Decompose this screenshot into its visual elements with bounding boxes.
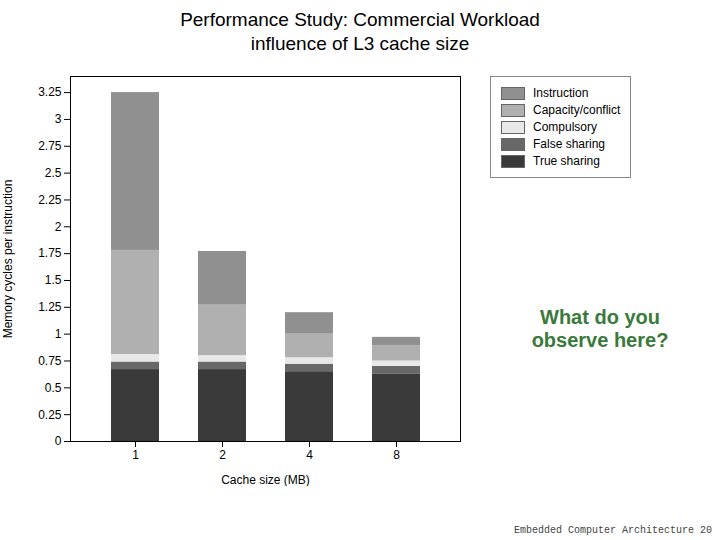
- svg-text:2.25: 2.25: [38, 193, 62, 207]
- svg-text:0.25: 0.25: [38, 408, 62, 422]
- svg-text:0.5: 0.5: [45, 381, 62, 395]
- html-text:Instruction: Instruction: [533, 86, 589, 100]
- svg-text:1: 1: [55, 327, 62, 341]
- html-text:False sharing: False sharing: [533, 137, 605, 151]
- svg-text:3.25: 3.25: [38, 85, 62, 99]
- html-text:Embedded Computer Architecture: Embedded Computer Architecture 20: [514, 525, 712, 536]
- html-text:True sharing: True sharing: [533, 154, 600, 168]
- html-text:What do you observe here?: What do you observe here?: [531, 306, 669, 351]
- svg-text:Memory cycles per instruction: Memory cycles per instruction: [1, 180, 15, 339]
- html-text:Performance Study: Commercial: Performance Study: Commercial Workload: [180, 9, 540, 30]
- svg-text:0: 0: [55, 434, 62, 448]
- svg-text:1.75: 1.75: [38, 246, 62, 260]
- svg-text:1.5: 1.5: [45, 273, 62, 287]
- svg-text:4: 4: [306, 448, 313, 462]
- svg-text:1: 1: [132, 448, 139, 462]
- svg-text:3: 3: [55, 112, 62, 126]
- svg-text:2.5: 2.5: [45, 166, 62, 180]
- html-text:Capacity/conflict: Capacity/conflict: [533, 103, 621, 117]
- html-text:Compulsory: Compulsory: [533, 120, 597, 134]
- svg-text:2.75: 2.75: [38, 139, 62, 153]
- svg-text:8: 8: [393, 448, 400, 462]
- svg-text:0.75: 0.75: [38, 354, 62, 368]
- svg-text:2: 2: [55, 220, 62, 234]
- html-text:influence of L3 cache size: influence of L3 cache size: [250, 33, 470, 54]
- svg-text:2: 2: [219, 448, 226, 462]
- svg-text:1.25: 1.25: [38, 300, 62, 314]
- svg-text:Cache size (MB): Cache size (MB): [221, 473, 310, 487]
